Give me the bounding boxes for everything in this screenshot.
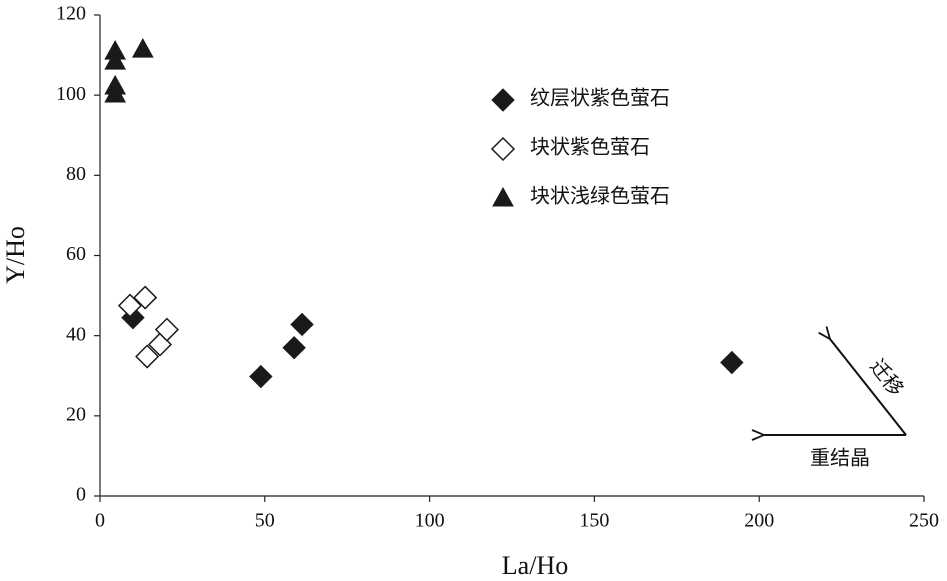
x-tick-label: 100: [415, 510, 445, 532]
arrow: [830, 339, 907, 436]
point: [720, 350, 744, 375]
point: [133, 285, 158, 310]
point: [104, 50, 127, 70]
legend-marker: [490, 136, 516, 162]
x-tick-label: 0: [95, 510, 105, 532]
annotation: 重结晶: [810, 447, 870, 470]
y-tick-label: 60: [66, 243, 86, 265]
x-tick-label: 150: [579, 510, 609, 532]
x-tick-label: 200: [744, 510, 774, 532]
y-tick-label: 100: [56, 83, 86, 105]
y-tick-label: 40: [66, 323, 86, 345]
y-axis-label: Y/Ho: [1, 226, 30, 284]
legend-label: 块状浅绿色萤石: [530, 185, 670, 208]
point: [104, 82, 127, 103]
point: [117, 293, 143, 318]
point: [154, 317, 179, 342]
x-tick-label: 250: [909, 510, 939, 532]
point: [121, 305, 145, 330]
y-tick-label: 20: [66, 403, 86, 425]
point: [135, 344, 160, 369]
x-axis-label: La/Ho: [502, 551, 568, 580]
x-tick-label: 50: [255, 510, 275, 532]
point: [290, 312, 314, 337]
legend-label: 纹层状紫色萤石: [530, 87, 670, 110]
legend-label: 块状紫色萤石: [530, 136, 650, 159]
point: [282, 335, 306, 360]
legend-marker: [492, 186, 514, 207]
y-tick-label: 80: [66, 163, 86, 185]
point: [131, 38, 154, 58]
legend-marker: [491, 88, 515, 112]
y-tick-label: 0: [76, 484, 86, 506]
annotation: 迁移: [865, 355, 908, 401]
point: [249, 364, 273, 389]
y-tick-label: 120: [56, 3, 86, 25]
